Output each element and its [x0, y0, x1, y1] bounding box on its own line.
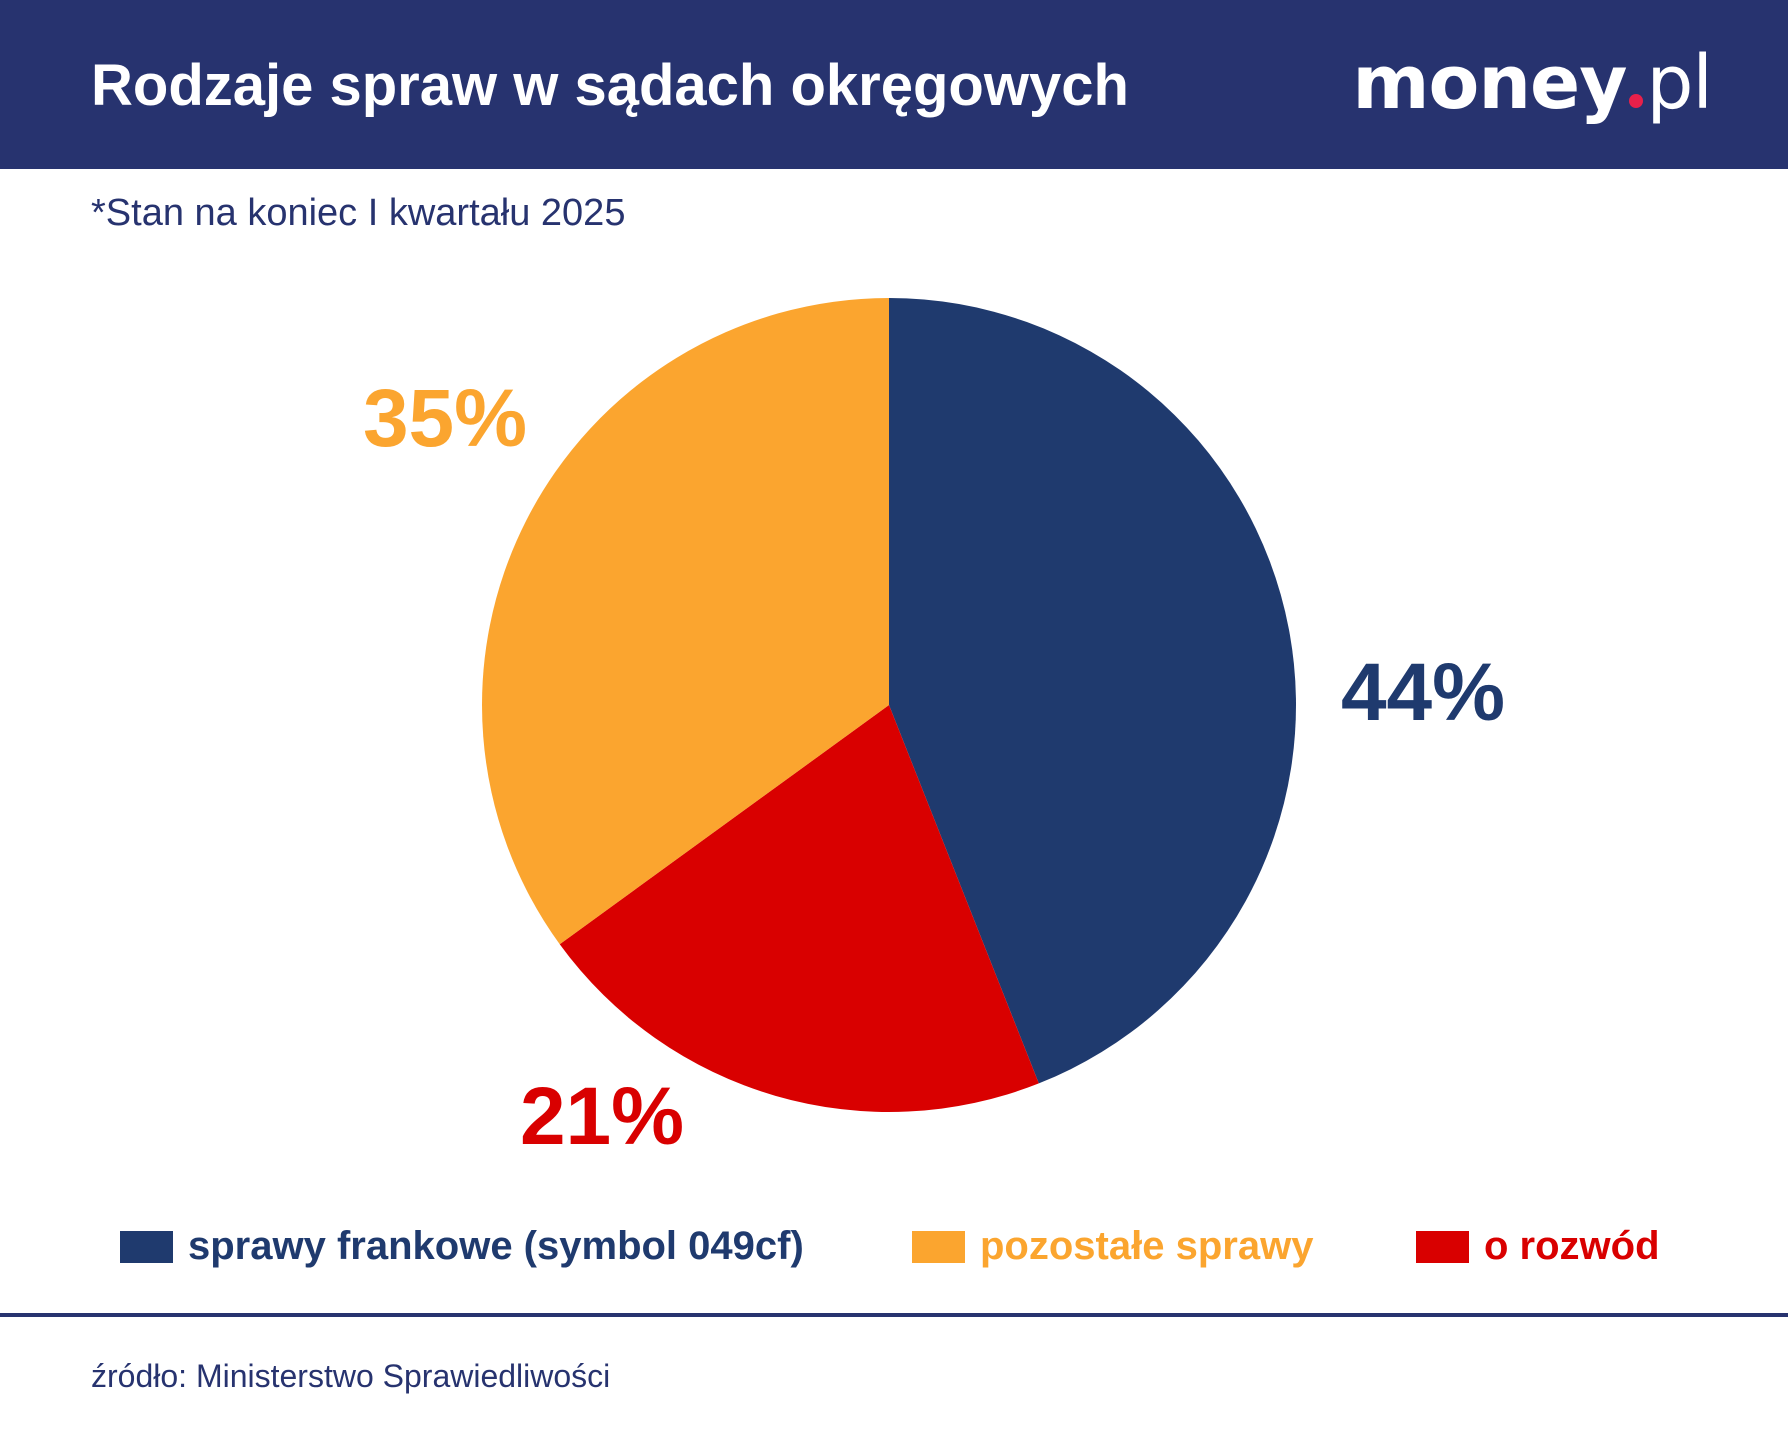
chart-subtitle: *Stan na koniec I kwartału 2025	[91, 192, 626, 234]
slice-data-label: 21%	[520, 1071, 684, 1162]
slice-data-label: 35%	[363, 373, 527, 464]
legend-swatch	[120, 1230, 173, 1263]
logo-dot	[1629, 94, 1644, 108]
legend-item-pozostale: pozostałe sprawy	[912, 1224, 1313, 1269]
legend-item-rozwod: o rozwód	[1416, 1224, 1660, 1269]
source-note: źródło: Ministerstwo Sprawiedliwości	[91, 1358, 611, 1394]
pie-slice	[889, 298, 1297, 1084]
slice-data-label: 44%	[1341, 647, 1505, 738]
header: Rodzaje spraw w sądach okręgowych money p…	[0, 0, 1788, 169]
legend-swatch	[912, 1230, 965, 1263]
chart-title: Rodzaje spraw w sądach okręgowych	[91, 53, 1129, 118]
legend-item-frankowe: sprawy frankowe (symbol 049cf)	[120, 1224, 804, 1269]
pie-slice	[559, 705, 1039, 1112]
footer-divider	[0, 1313, 1788, 1317]
pie-chart: 44% 21% 35%	[363, 298, 1505, 1162]
legend-swatch	[1416, 1230, 1469, 1263]
legend-label: pozostałe sprawy	[980, 1224, 1314, 1268]
money-pl-logo: money pl	[1352, 40, 1713, 126]
legend-label: o rozwód	[1484, 1224, 1660, 1268]
logo-brand: money	[1352, 40, 1627, 126]
legend-label: sprawy frankowe (symbol 049cf)	[188, 1224, 804, 1268]
pie-slice	[482, 298, 889, 945]
logo-tld: pl	[1646, 40, 1713, 126]
